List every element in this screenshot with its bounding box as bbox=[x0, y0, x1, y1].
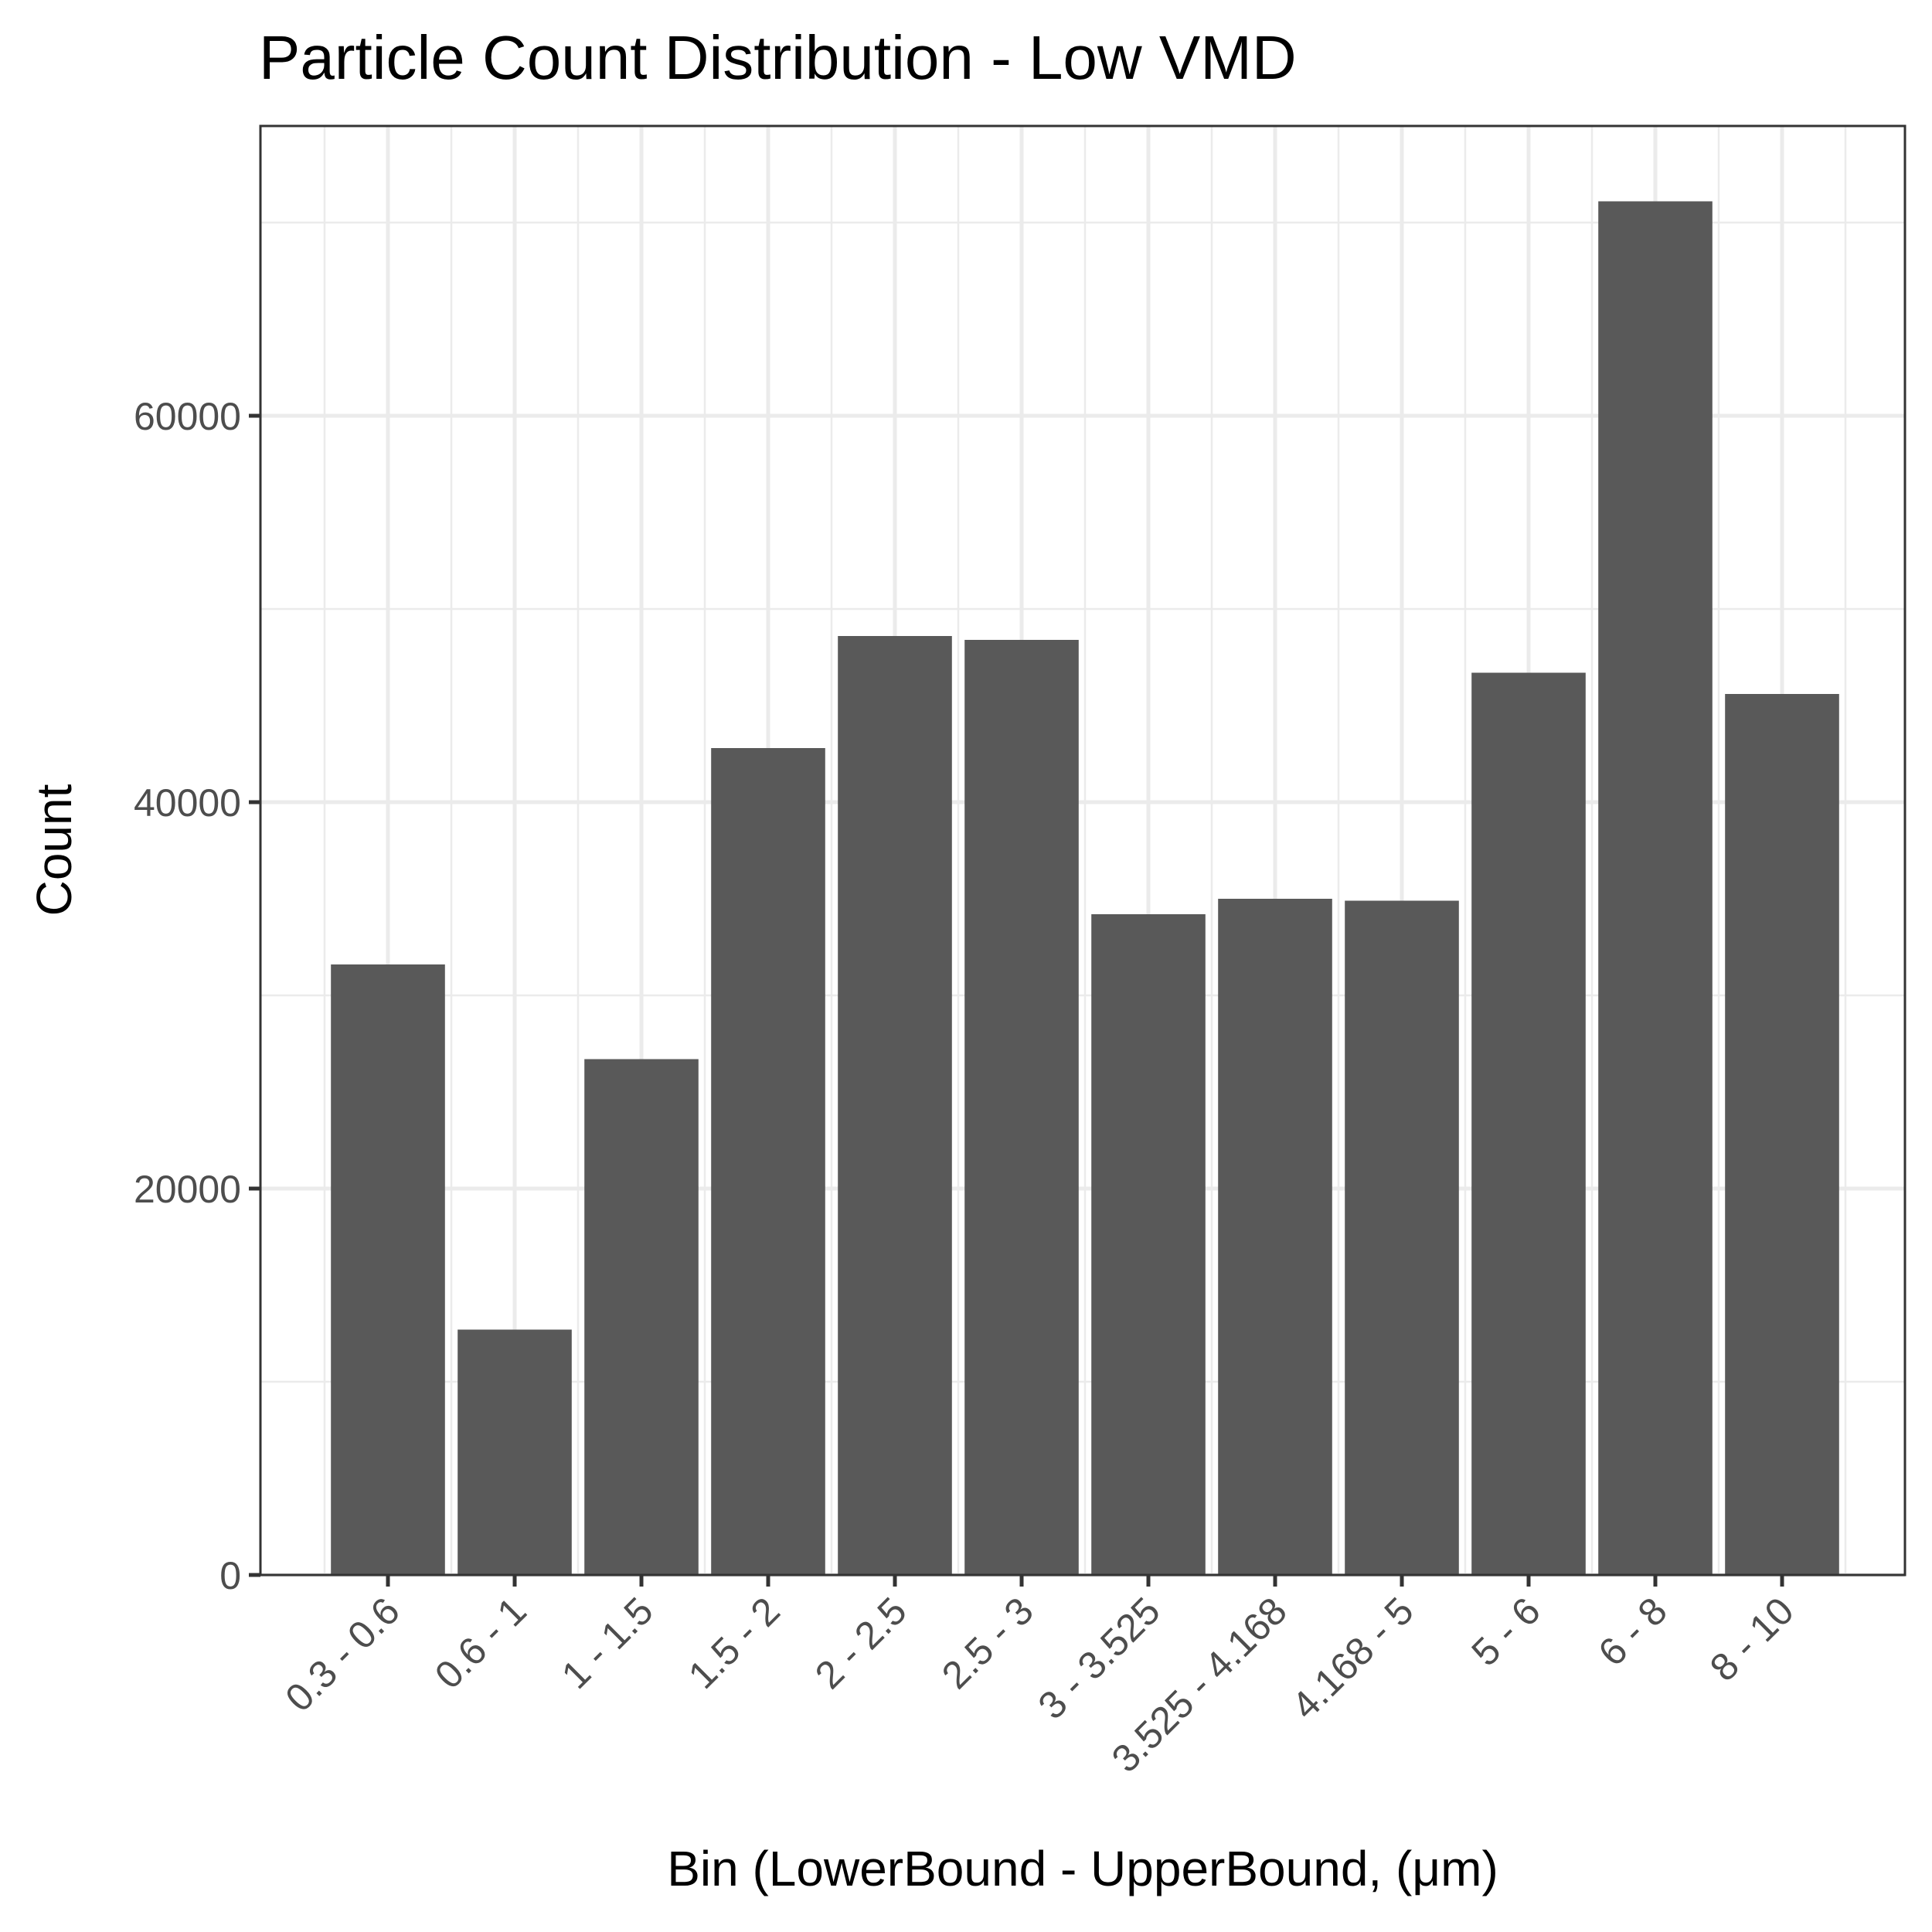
bar bbox=[457, 1329, 572, 1575]
x-tick-label: 0.6 - 1 bbox=[427, 1589, 535, 1697]
y-tick-label: 60000 bbox=[134, 395, 241, 438]
x-tick-label: 1 - 1.5 bbox=[553, 1589, 662, 1697]
bar bbox=[331, 964, 445, 1575]
x-tick-label: 4.168 - 5 bbox=[1284, 1589, 1422, 1727]
y-tick-label: 40000 bbox=[134, 781, 241, 825]
x-tick-label: 8 - 10 bbox=[1702, 1589, 1802, 1689]
bar bbox=[1218, 899, 1332, 1575]
bar bbox=[584, 1059, 699, 1575]
x-tick-label: 6 - 8 bbox=[1590, 1589, 1675, 1674]
bar bbox=[1091, 914, 1206, 1575]
bars bbox=[331, 201, 1839, 1575]
x-tick-label: 2.5 - 3 bbox=[934, 1589, 1042, 1697]
plot-border bbox=[259, 124, 1906, 1577]
bar bbox=[1725, 694, 1839, 1575]
y-tick-label: 0 bbox=[219, 1554, 241, 1597]
bar bbox=[964, 640, 1079, 1575]
bar bbox=[1345, 900, 1459, 1575]
x-tick-label: 5 - 6 bbox=[1463, 1589, 1548, 1674]
bar bbox=[1471, 672, 1586, 1575]
bar bbox=[1598, 201, 1713, 1575]
x-tick-label: 2 - 2.5 bbox=[807, 1589, 915, 1697]
x-tick-label: 1.5 - 2 bbox=[680, 1589, 788, 1697]
x-tick-label: 0.3 - 0.6 bbox=[277, 1589, 407, 1719]
x-axis-title: Bin (LowerBound - UpperBound, (μm) bbox=[667, 1841, 1498, 1896]
y-tick-label: 20000 bbox=[134, 1168, 241, 1211]
chart-title: Particle Count Distribution - Low VMD bbox=[259, 23, 1297, 92]
bar bbox=[711, 748, 825, 1575]
bar bbox=[838, 636, 952, 1575]
y-axis: 0 20000 40000 60000 bbox=[134, 395, 260, 1597]
y-axis-title: Count bbox=[26, 784, 82, 916]
